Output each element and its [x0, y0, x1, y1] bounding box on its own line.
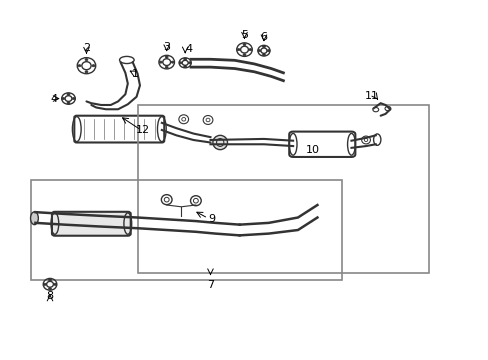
Text: 4: 4 [50, 94, 58, 104]
Circle shape [85, 59, 88, 60]
Circle shape [243, 54, 245, 56]
Circle shape [262, 46, 265, 48]
Text: 5: 5 [241, 30, 247, 40]
Text: 12: 12 [135, 125, 149, 135]
Circle shape [248, 49, 251, 51]
Circle shape [188, 62, 191, 64]
Bar [137, 105, 428, 273]
Circle shape [183, 58, 186, 60]
Text: 10: 10 [305, 145, 319, 155]
Circle shape [183, 66, 186, 68]
Circle shape [43, 283, 46, 285]
Circle shape [48, 288, 51, 290]
Circle shape [72, 98, 75, 100]
Circle shape [257, 50, 260, 52]
Circle shape [61, 98, 64, 100]
Text: 9: 9 [207, 214, 215, 224]
Circle shape [179, 62, 182, 64]
Circle shape [78, 64, 81, 67]
Circle shape [85, 71, 88, 73]
Circle shape [165, 66, 168, 68]
Circle shape [92, 64, 95, 67]
Bar [30, 180, 341, 280]
Circle shape [266, 50, 269, 52]
Text: 4: 4 [184, 44, 192, 54]
Circle shape [243, 44, 245, 45]
Circle shape [237, 49, 240, 51]
Circle shape [48, 279, 51, 281]
Text: 2: 2 [83, 43, 90, 53]
Text: 7: 7 [206, 280, 214, 291]
Text: 8: 8 [46, 291, 54, 301]
Text: 11: 11 [364, 91, 378, 101]
Circle shape [67, 102, 70, 104]
Text: 6: 6 [260, 32, 267, 42]
Circle shape [171, 61, 174, 63]
Circle shape [165, 56, 168, 58]
Circle shape [67, 93, 70, 95]
Ellipse shape [30, 212, 38, 225]
Text: 3: 3 [163, 42, 170, 52]
Circle shape [262, 54, 265, 56]
Circle shape [54, 283, 57, 285]
Ellipse shape [212, 135, 227, 150]
Circle shape [159, 61, 162, 63]
FancyBboxPatch shape [52, 212, 130, 236]
Text: 1: 1 [131, 69, 138, 79]
